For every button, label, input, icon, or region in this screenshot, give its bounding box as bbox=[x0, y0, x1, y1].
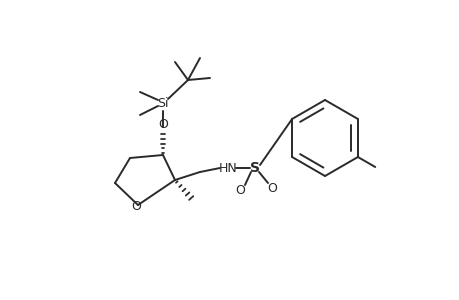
Text: O: O bbox=[158, 118, 168, 130]
Text: O: O bbox=[131, 200, 140, 214]
Text: S: S bbox=[249, 161, 259, 175]
Text: Si: Si bbox=[157, 97, 168, 110]
Text: O: O bbox=[267, 182, 276, 194]
Text: HN: HN bbox=[218, 161, 237, 175]
Text: O: O bbox=[235, 184, 244, 196]
